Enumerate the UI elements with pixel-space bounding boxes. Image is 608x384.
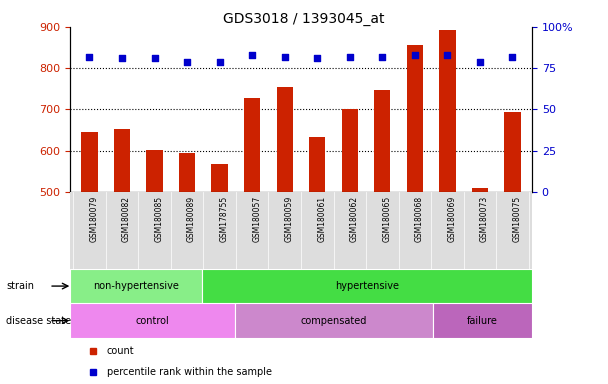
Text: GDS3018 / 1393045_at: GDS3018 / 1393045_at [223, 12, 385, 25]
Point [280, 53, 289, 60]
Bar [342, 109, 358, 384]
Bar [505, 113, 520, 384]
Text: GSM180068: GSM180068 [415, 196, 424, 242]
Point [345, 53, 354, 60]
Text: GSM180069: GSM180069 [447, 196, 457, 242]
Bar [147, 150, 163, 384]
Text: GSM178755: GSM178755 [219, 196, 229, 242]
Text: GSM180061: GSM180061 [317, 196, 326, 242]
Bar [472, 188, 488, 384]
Text: GSM180065: GSM180065 [382, 196, 392, 242]
Point [378, 53, 387, 60]
Text: GSM180057: GSM180057 [252, 196, 261, 242]
Text: disease state: disease state [6, 316, 71, 326]
Point [117, 55, 127, 61]
Bar [407, 45, 423, 384]
Point [313, 55, 322, 61]
Text: hypertensive: hypertensive [335, 281, 399, 291]
Point [150, 55, 159, 61]
Text: strain: strain [6, 281, 34, 291]
Point [410, 52, 420, 58]
Text: GSM180079: GSM180079 [89, 196, 98, 242]
Point [508, 53, 517, 60]
Bar [212, 164, 228, 384]
Bar [374, 89, 390, 384]
Bar [70, 269, 202, 303]
Bar [179, 153, 195, 384]
Bar [244, 98, 260, 384]
Text: percentile rank within the sample: percentile rank within the sample [107, 367, 272, 377]
Text: non-hypertensive: non-hypertensive [93, 281, 179, 291]
Text: count: count [107, 346, 134, 356]
Point [247, 52, 257, 58]
Text: GSM180089: GSM180089 [187, 196, 196, 242]
Bar [81, 132, 97, 384]
Text: compensated: compensated [301, 316, 367, 326]
Text: GSM180062: GSM180062 [350, 196, 359, 242]
Bar [202, 269, 532, 303]
Point [215, 58, 224, 65]
Bar [70, 303, 235, 338]
Text: GSM180085: GSM180085 [154, 196, 164, 242]
Point [443, 52, 452, 58]
Bar [277, 87, 293, 384]
Bar [114, 129, 130, 384]
Bar [439, 30, 455, 384]
Text: GSM180073: GSM180073 [480, 196, 489, 242]
Text: GSM180059: GSM180059 [285, 196, 294, 242]
Point [85, 53, 94, 60]
Bar [433, 303, 532, 338]
Point [475, 58, 485, 65]
Text: failure: failure [467, 316, 498, 326]
Bar [235, 303, 433, 338]
Text: GSM180075: GSM180075 [513, 196, 522, 242]
Text: GSM180082: GSM180082 [122, 196, 131, 242]
Point [182, 58, 192, 65]
Text: control: control [136, 316, 169, 326]
Bar [309, 137, 325, 384]
